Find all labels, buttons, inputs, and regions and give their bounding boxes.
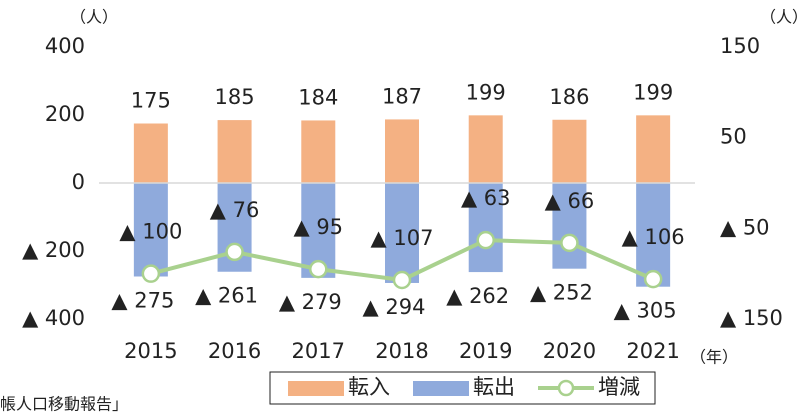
data-label: 187 — [382, 84, 422, 108]
line-point — [392, 270, 412, 290]
x-tick-label: 2020 — [543, 339, 596, 363]
data-label: ▲ 252 — [530, 281, 593, 305]
data-label: 185 — [215, 85, 255, 109]
data-label: ▲ 261 — [195, 284, 258, 308]
bar — [133, 123, 168, 183]
data-label: ▲ 262 — [446, 284, 509, 308]
data-label: ▲ 66 — [545, 189, 595, 213]
data-label: 199 — [466, 80, 506, 104]
bar — [636, 115, 671, 183]
data-label: ▲ 106 — [622, 225, 685, 249]
bar — [468, 183, 503, 273]
bar — [552, 119, 587, 183]
x-tick-label: 2016 — [208, 339, 261, 363]
line-point — [643, 269, 663, 289]
data-label: ▲ 63 — [461, 186, 511, 210]
y-tick-label: ▲ 400 — [22, 306, 85, 330]
data-label: 175 — [131, 89, 171, 113]
data-label: ▲ 76 — [210, 198, 260, 222]
line-point — [560, 233, 579, 253]
x-tick-label: 2018 — [375, 339, 428, 363]
line-point — [309, 259, 328, 279]
y-tick-label: 0 — [72, 170, 85, 194]
bar — [301, 120, 336, 183]
y2-tick-label: 150 — [720, 34, 760, 58]
x-tick-label: 2019 — [459, 339, 512, 363]
legend-label: 増減 — [598, 375, 640, 399]
y-tick-label: ▲ 200 — [22, 238, 85, 262]
data-label: ▲ 100 — [119, 220, 182, 244]
data-label: ▲ 95 — [294, 215, 344, 239]
line-point — [141, 264, 161, 283]
y-unit: （人） — [70, 8, 118, 27]
bar — [552, 183, 587, 269]
data-label: ▲ 107 — [371, 226, 434, 250]
data-label: ▲ 275 — [111, 289, 174, 313]
bar — [385, 119, 419, 183]
data-label: 186 — [549, 85, 589, 109]
source: 帳人口移動報告」 — [0, 395, 128, 414]
data-label: 184 — [298, 85, 338, 109]
y2-tick-label: 50 — [720, 125, 747, 149]
bar — [133, 183, 168, 277]
y2-unit: （人） — [760, 8, 801, 27]
x-tick-label: 2021 — [626, 339, 679, 363]
bar — [468, 115, 503, 183]
legend-swatch — [557, 379, 575, 397]
y2-tick-label: ▲ 50 — [720, 215, 770, 239]
data-label: ▲ 279 — [279, 290, 342, 314]
line-point — [225, 242, 244, 262]
legend-swatch — [288, 381, 344, 396]
bar — [217, 120, 252, 183]
data-label: ▲ 305 — [614, 299, 677, 323]
y-tick-label: 200 — [45, 102, 85, 126]
legend-label: 転入 — [348, 375, 390, 399]
data-label: 199 — [633, 80, 673, 104]
x-unit: （年） — [690, 348, 738, 367]
legend-swatch — [413, 381, 469, 396]
data-label: ▲ 294 — [363, 295, 426, 319]
x-tick-label: 2017 — [292, 339, 345, 363]
bar — [385, 183, 419, 283]
line-point — [476, 230, 495, 250]
bar — [636, 183, 671, 287]
legend-label: 転出 — [473, 375, 515, 399]
y2-tick-label: ▲ 150 — [720, 306, 783, 330]
x-tick-label: 2015 — [124, 339, 177, 363]
y-tick-label: 400 — [45, 34, 85, 58]
